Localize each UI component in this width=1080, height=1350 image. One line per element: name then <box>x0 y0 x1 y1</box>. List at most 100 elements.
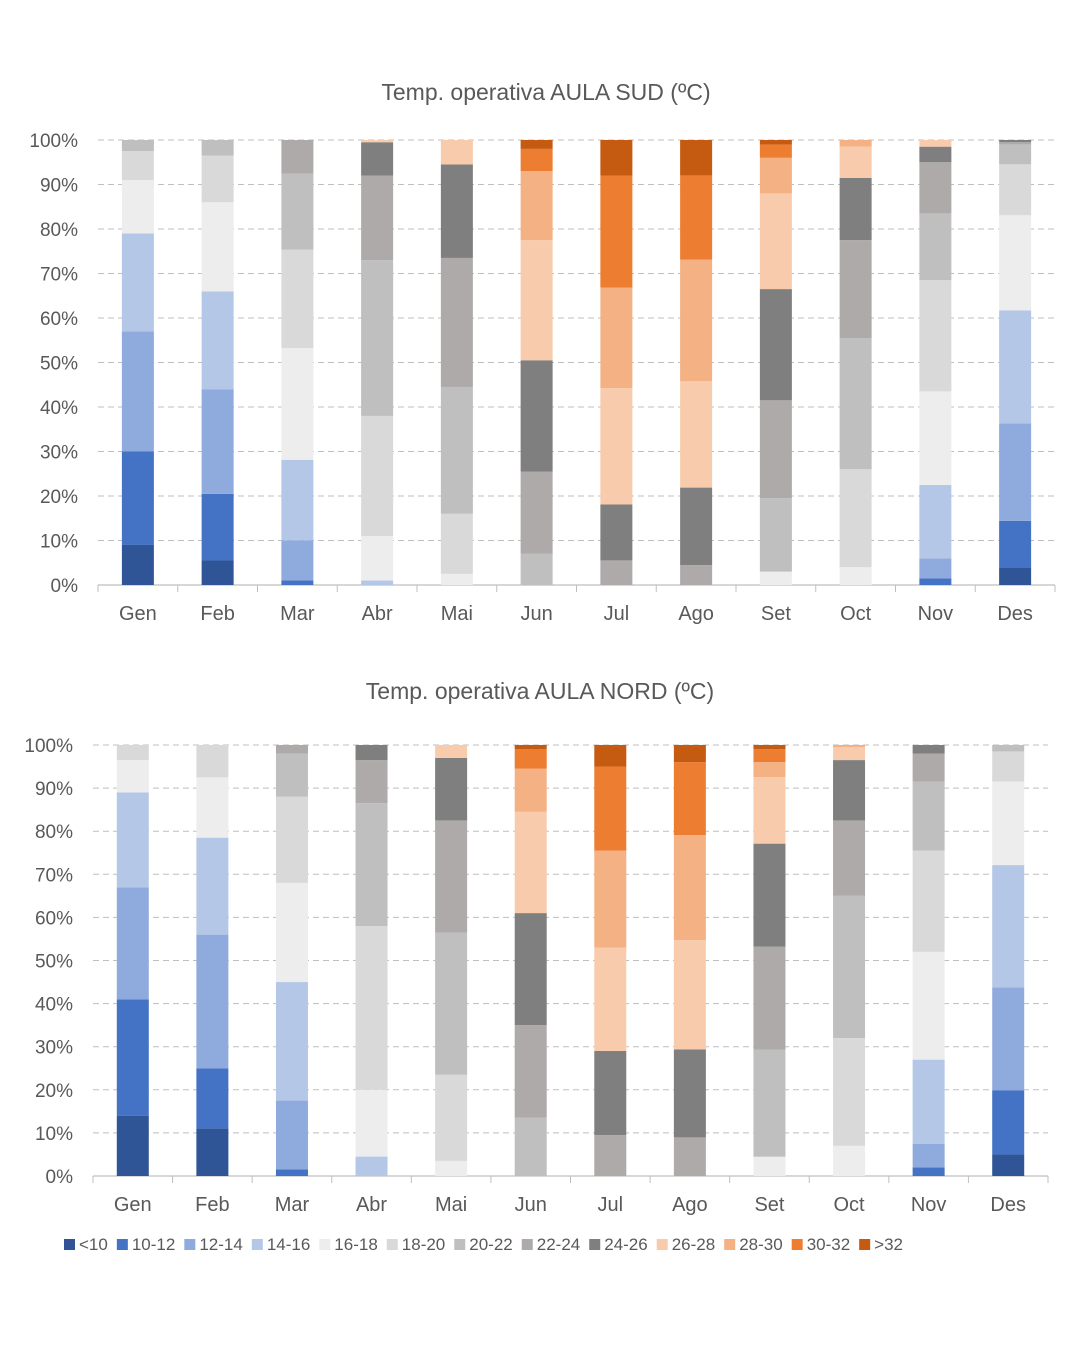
y-tick-label: 20% <box>35 1081 73 1102</box>
x-category-label: Ago <box>672 1194 708 1216</box>
x-category-label: Nov <box>918 603 954 625</box>
bar-segment-nord-mar <box>275 982 308 1101</box>
bar-segment-nord-abr <box>355 1156 388 1176</box>
bar-segment-nord-jun <box>514 745 547 750</box>
bar-segment-sud-nov <box>919 391 952 485</box>
bar-segment-nord-oct <box>833 760 866 821</box>
bar-segment-sud-mai <box>440 513 473 574</box>
bar-segment-nord-gen <box>116 760 149 793</box>
legend-swatch <box>724 1239 736 1250</box>
bar-segment-nord-oct <box>833 820 866 896</box>
bar-segment-sud-feb <box>201 493 234 561</box>
bar-segment-sud-oct <box>839 146 872 178</box>
legend-swatch <box>589 1239 601 1250</box>
bar-segment-nord-jul <box>594 1051 627 1136</box>
bar-segment-sud-jul <box>600 140 633 176</box>
bar-segment-nord-oct <box>833 895 866 1039</box>
bar-segment-nord-mai <box>435 1074 468 1161</box>
bar-segment-sud-abr <box>361 142 394 176</box>
bar-segment-nord-set <box>753 745 786 750</box>
bar-segment-nord-abr <box>355 1089 388 1157</box>
bar-segment-nord-mar <box>275 745 308 754</box>
x-category-label: Des <box>990 1194 1026 1216</box>
y-tick-label: 100% <box>29 131 78 152</box>
bar-segment-nord-mai <box>435 932 468 1075</box>
bar-segment-nord-oct <box>833 1145 866 1176</box>
bar-segment-nord-nov <box>912 951 945 1060</box>
bar-segment-nord-oct <box>833 745 866 748</box>
bar-segment-sud-oct <box>839 338 872 470</box>
bar-segment-nord-gen <box>116 999 149 1116</box>
bar-segment-nord-ago <box>673 1049 706 1138</box>
x-category-label: Jul <box>598 1194 624 1216</box>
bar-segment-sud-jun <box>520 471 553 554</box>
bar-segment-nord-set <box>753 1049 786 1157</box>
bar-segment-nord-jun <box>514 1117 547 1176</box>
bar-segment-nord-feb <box>196 1128 229 1176</box>
legend-swatch <box>64 1239 75 1250</box>
bar-segment-nord-set <box>753 843 786 947</box>
x-category-label: Ago <box>678 603 714 625</box>
bar-segment-sud-gen <box>121 451 154 545</box>
bar-segment-sud-abr <box>361 415 394 537</box>
bar-segment-sud-nov <box>919 558 952 579</box>
legend-label: 18-20 <box>402 1235 445 1254</box>
x-category-label: Mai <box>441 603 473 625</box>
bar-segment-nord-ago <box>673 940 706 1050</box>
bar-segment-sud-ago <box>680 140 713 176</box>
bar-segment-sud-des <box>999 164 1032 216</box>
legend-swatch <box>386 1239 398 1250</box>
y-tick-label: 30% <box>40 443 78 464</box>
bar-segment-nord-des <box>992 987 1025 1091</box>
y-tick-label: 40% <box>40 398 78 419</box>
bar-segment-sud-ago <box>680 175 713 260</box>
bar-segment-sud-set <box>759 144 792 158</box>
bar-segment-sud-feb <box>201 202 234 292</box>
bar-segment-nord-feb <box>196 745 229 778</box>
bar-segment-nord-des <box>992 865 1025 988</box>
bar-segment-sud-mar <box>281 540 314 581</box>
bar-segment-sud-jul <box>600 388 633 505</box>
y-tick-label: 70% <box>40 265 78 286</box>
legend-label: >32 <box>874 1235 903 1254</box>
bar-segment-sud-jul <box>600 504 633 561</box>
x-category-label: Oct <box>833 1194 865 1216</box>
bar-segment-sud-ago <box>680 381 713 488</box>
y-tick-label: 90% <box>35 779 73 800</box>
bar-segment-sud-set <box>759 193 792 290</box>
bar-segment-nord-jul <box>594 745 627 767</box>
bar-segment-sud-set <box>759 157 792 194</box>
y-tick-label: 50% <box>35 952 73 973</box>
bar-segment-sud-set <box>759 498 792 572</box>
x-category-label: Mar <box>280 603 315 625</box>
bar-segment-nord-nov <box>912 1059 945 1144</box>
bar-segment-nord-mai <box>435 820 468 933</box>
bar-segment-nord-jul <box>594 766 627 851</box>
bar-segment-sud-abr <box>361 260 394 416</box>
bar-segment-nord-jun <box>514 1025 547 1118</box>
bar-segment-sud-nov <box>919 578 952 585</box>
x-category-label: Jun <box>515 1194 547 1216</box>
bar-segment-sud-feb <box>201 389 234 494</box>
bar-segment-sud-mar <box>281 173 314 250</box>
legend-swatch <box>319 1239 331 1250</box>
bar-segment-sud-ago <box>680 565 713 585</box>
bar-segment-sud-des <box>999 140 1032 143</box>
y-tick-label: 100% <box>24 736 73 757</box>
bar-segment-sud-des <box>999 144 1032 165</box>
bar-segment-nord-feb <box>196 837 229 935</box>
bar-segment-nord-nov <box>912 745 945 754</box>
bar-segment-nord-nov <box>912 850 945 952</box>
bar-segment-sud-jun <box>520 148 553 172</box>
bar-segment-nord-jun <box>514 749 547 769</box>
x-category-label: Gen <box>114 1194 152 1216</box>
bar-segment-nord-mai <box>435 1160 468 1176</box>
bar-segment-nord-gen <box>116 745 149 761</box>
bar-segment-sud-des <box>999 142 1032 145</box>
bar-segment-sud-nov <box>919 146 952 163</box>
bar-segment-sud-des <box>999 520 1032 568</box>
bar-segment-sud-mar <box>281 347 314 460</box>
bar-segment-sud-gen <box>121 140 154 152</box>
bar-segment-sud-gen <box>121 180 154 234</box>
